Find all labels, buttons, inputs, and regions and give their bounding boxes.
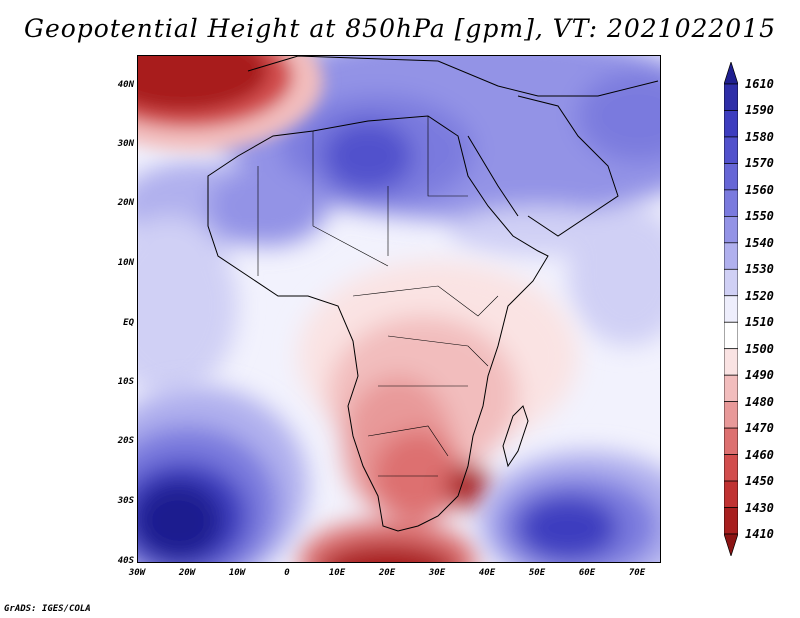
- colorbar-swatch: [724, 136, 738, 164]
- lon-label-70e: 70E: [628, 568, 646, 578]
- colorbar-label: 1580: [745, 129, 774, 144]
- lat-label-10s: 10S: [117, 377, 134, 387]
- lat-label-eq: EQ: [123, 318, 134, 328]
- colorbar-swatch: [724, 321, 738, 350]
- coastlines: [207, 56, 659, 532]
- colorbar-swatch: [724, 480, 738, 508]
- colorbar-swatch: [724, 374, 738, 402]
- colorbar-swatch: [724, 533, 738, 556]
- grads-credit: GrADS: IGES/COLA: [4, 604, 91, 614]
- colorbar-label: 1460: [745, 447, 774, 462]
- colorbar-label: 1500: [745, 341, 774, 356]
- colorbar-label: 1430: [745, 500, 774, 515]
- lat-label-10n: 10N: [117, 258, 134, 268]
- colorbar-label: 1610: [745, 77, 774, 91]
- colorbar-swatch: [724, 348, 738, 376]
- colorbar-label: 1470: [745, 421, 774, 436]
- colorbar-swatch: [724, 83, 738, 111]
- lat-label-40s: 40S: [117, 556, 134, 566]
- colorbar-label: 1450: [745, 474, 774, 489]
- colorbar-label: 1510: [745, 315, 774, 330]
- lat-label-30n: 30N: [117, 139, 134, 149]
- lon-label-30e: 30E: [428, 568, 446, 578]
- colorbar-swatch: [724, 427, 738, 455]
- lon-label-60e: 60E: [578, 568, 596, 578]
- lat-label-20n: 20N: [117, 198, 134, 208]
- colorbar-label: 1410: [745, 527, 774, 541]
- colorbar-swatch: [724, 268, 738, 297]
- colorbar-swatch: [724, 454, 738, 482]
- colorbar-label: 1520: [745, 288, 774, 303]
- colorbar-label: 1490: [745, 368, 774, 383]
- map-canvas: [138, 56, 660, 562]
- lon-label-10w: 10W: [228, 568, 246, 578]
- lon-label-30w: 30W: [128, 568, 146, 578]
- colorbar-swatch: [724, 163, 738, 191]
- colorbar-swatch: [724, 507, 738, 535]
- colorbar-label: 1540: [745, 235, 774, 250]
- colorbar-label: 1570: [745, 156, 774, 171]
- country-borders: [257, 116, 499, 477]
- map-title: Geopotential Height at 850hPa [gpm], VT:…: [23, 14, 777, 43]
- colorbar-swatch: [724, 295, 738, 323]
- lon-label-20e: 20E: [378, 568, 396, 578]
- lon-label-40e: 40E: [478, 568, 496, 578]
- colorbar-swatch: [724, 189, 738, 217]
- lon-label-50e: 50E: [528, 568, 546, 578]
- map-panel: [137, 55, 661, 563]
- lon-label-20w: 20W: [178, 568, 196, 578]
- lat-label-30s: 30S: [117, 496, 134, 506]
- colorbar-label: 1590: [745, 103, 774, 118]
- colorbar-label: 1480: [745, 394, 774, 409]
- colorbar-label: 1560: [745, 182, 774, 197]
- colorbar-label: 1530: [745, 262, 774, 277]
- height-field: [138, 56, 660, 562]
- colorbar-swatch: [724, 242, 738, 270]
- colorbar-swatch: [724, 401, 738, 429]
- colorbar: [724, 62, 738, 556]
- colorbar-label: 1550: [745, 209, 774, 224]
- lat-label-20s: 20S: [117, 436, 134, 446]
- lat-label-40n: 40N: [117, 80, 134, 90]
- colorbar-swatch: [724, 216, 738, 244]
- lon-label-0: 0: [284, 568, 290, 578]
- colorbar-swatch: [724, 110, 738, 138]
- colorbar-swatch: [724, 62, 738, 85]
- lon-label-10e: 10E: [328, 568, 346, 578]
